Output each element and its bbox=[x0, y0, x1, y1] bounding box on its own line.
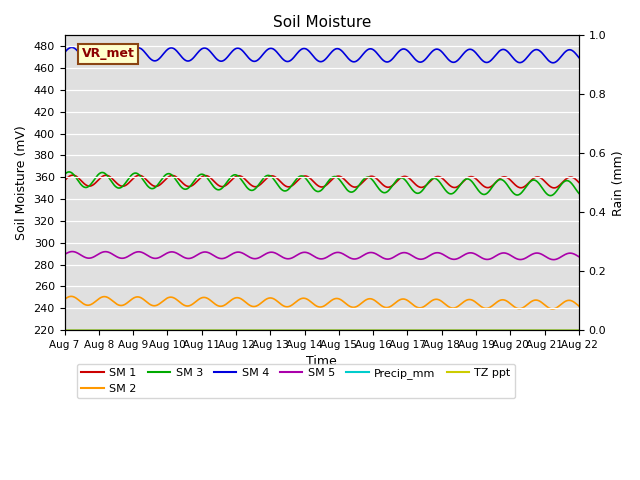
Text: VR_met: VR_met bbox=[82, 48, 134, 60]
Legend: SM 1, SM 2, SM 3, SM 4, SM 5, Precip_mm, TZ ppt: SM 1, SM 2, SM 3, SM 4, SM 5, Precip_mm,… bbox=[77, 364, 515, 398]
Y-axis label: Rain (mm): Rain (mm) bbox=[612, 150, 625, 216]
Title: Soil Moisture: Soil Moisture bbox=[273, 15, 371, 30]
Y-axis label: Soil Moisture (mV): Soil Moisture (mV) bbox=[15, 125, 28, 240]
X-axis label: Time: Time bbox=[307, 355, 337, 369]
